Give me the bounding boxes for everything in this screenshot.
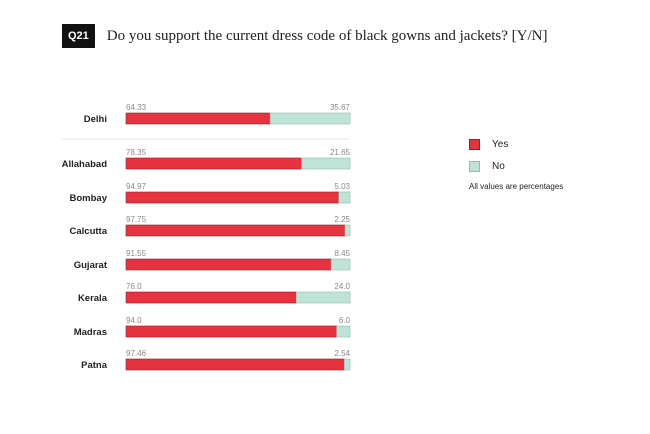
legend-swatch-yes bbox=[469, 138, 480, 150]
value-label-yes-kerala: 76.0 bbox=[126, 282, 142, 291]
bar-no-delhi bbox=[269, 112, 351, 125]
value-label-yes-allahabad: 78.35 bbox=[126, 148, 147, 157]
bar-yes-delhi bbox=[125, 112, 271, 125]
question-header: Q21 Do you support the current dress cod… bbox=[62, 24, 548, 48]
value-label-no-gujarat: 8.45 bbox=[334, 249, 350, 258]
legend-label-yes: Yes bbox=[492, 138, 509, 150]
legend-note: All values are percentages bbox=[469, 182, 564, 191]
bar-yes-allahabad bbox=[125, 157, 302, 170]
legend-item-no: No bbox=[469, 160, 563, 172]
value-label-yes-madras: 94.0 bbox=[126, 316, 142, 325]
value-label-no-allahabad: 21.65 bbox=[330, 148, 351, 157]
value-label-no-patna: 2.54 bbox=[334, 349, 350, 358]
value-label-no-delhi: 35.67 bbox=[330, 103, 351, 112]
value-label-no-madras: 6.0 bbox=[339, 316, 351, 325]
bar-yes-kerala bbox=[125, 291, 297, 304]
bar-no-kerala bbox=[295, 291, 351, 304]
legend-item-yes: Yes bbox=[469, 138, 563, 150]
value-label-no-kerala: 24.0 bbox=[334, 282, 350, 291]
legend-swatch-no bbox=[469, 160, 480, 172]
category-label-calcutta: Calcutta bbox=[70, 226, 108, 237]
category-label-delhi: Delhi bbox=[84, 114, 107, 125]
value-label-yes-patna: 97.46 bbox=[126, 349, 147, 358]
bar-yes-patna bbox=[125, 358, 345, 371]
category-label-kerala: Kerala bbox=[78, 293, 108, 304]
value-label-yes-gujarat: 91.55 bbox=[126, 249, 147, 258]
bar-yes-gujarat bbox=[125, 258, 332, 271]
value-label-yes-delhi: 64.33 bbox=[126, 103, 147, 112]
bar-no-calcutta bbox=[344, 224, 351, 237]
legend-label-no: No bbox=[492, 160, 505, 172]
bar-yes-bombay bbox=[125, 191, 340, 204]
question-title: Do you support the current dress code of… bbox=[106, 27, 548, 44]
value-label-no-bombay: 5.03 bbox=[334, 182, 350, 191]
category-label-madras: Madras bbox=[74, 327, 107, 338]
value-label-yes-calcutta: 97.75 bbox=[126, 215, 147, 224]
category-label-patna: Patna bbox=[81, 360, 108, 371]
legend: Yes No All values are percentages bbox=[469, 138, 563, 191]
bar-no-bombay bbox=[338, 191, 351, 204]
question-badge: Q21 bbox=[62, 24, 95, 48]
bar-no-gujarat bbox=[330, 258, 351, 271]
category-label-gujarat: Gujarat bbox=[74, 260, 108, 271]
value-label-yes-bombay: 94.97 bbox=[126, 182, 147, 191]
bar-no-madras bbox=[336, 325, 351, 338]
value-label-no-calcutta: 2.25 bbox=[334, 215, 350, 224]
category-label-allahabad: Allahabad bbox=[62, 159, 108, 170]
bar-no-allahabad bbox=[301, 157, 351, 170]
bar-yes-madras bbox=[125, 325, 337, 338]
category-label-bombay: Bombay bbox=[70, 193, 108, 204]
bar-yes-calcutta bbox=[125, 224, 346, 237]
bar-no-patna bbox=[344, 358, 351, 371]
